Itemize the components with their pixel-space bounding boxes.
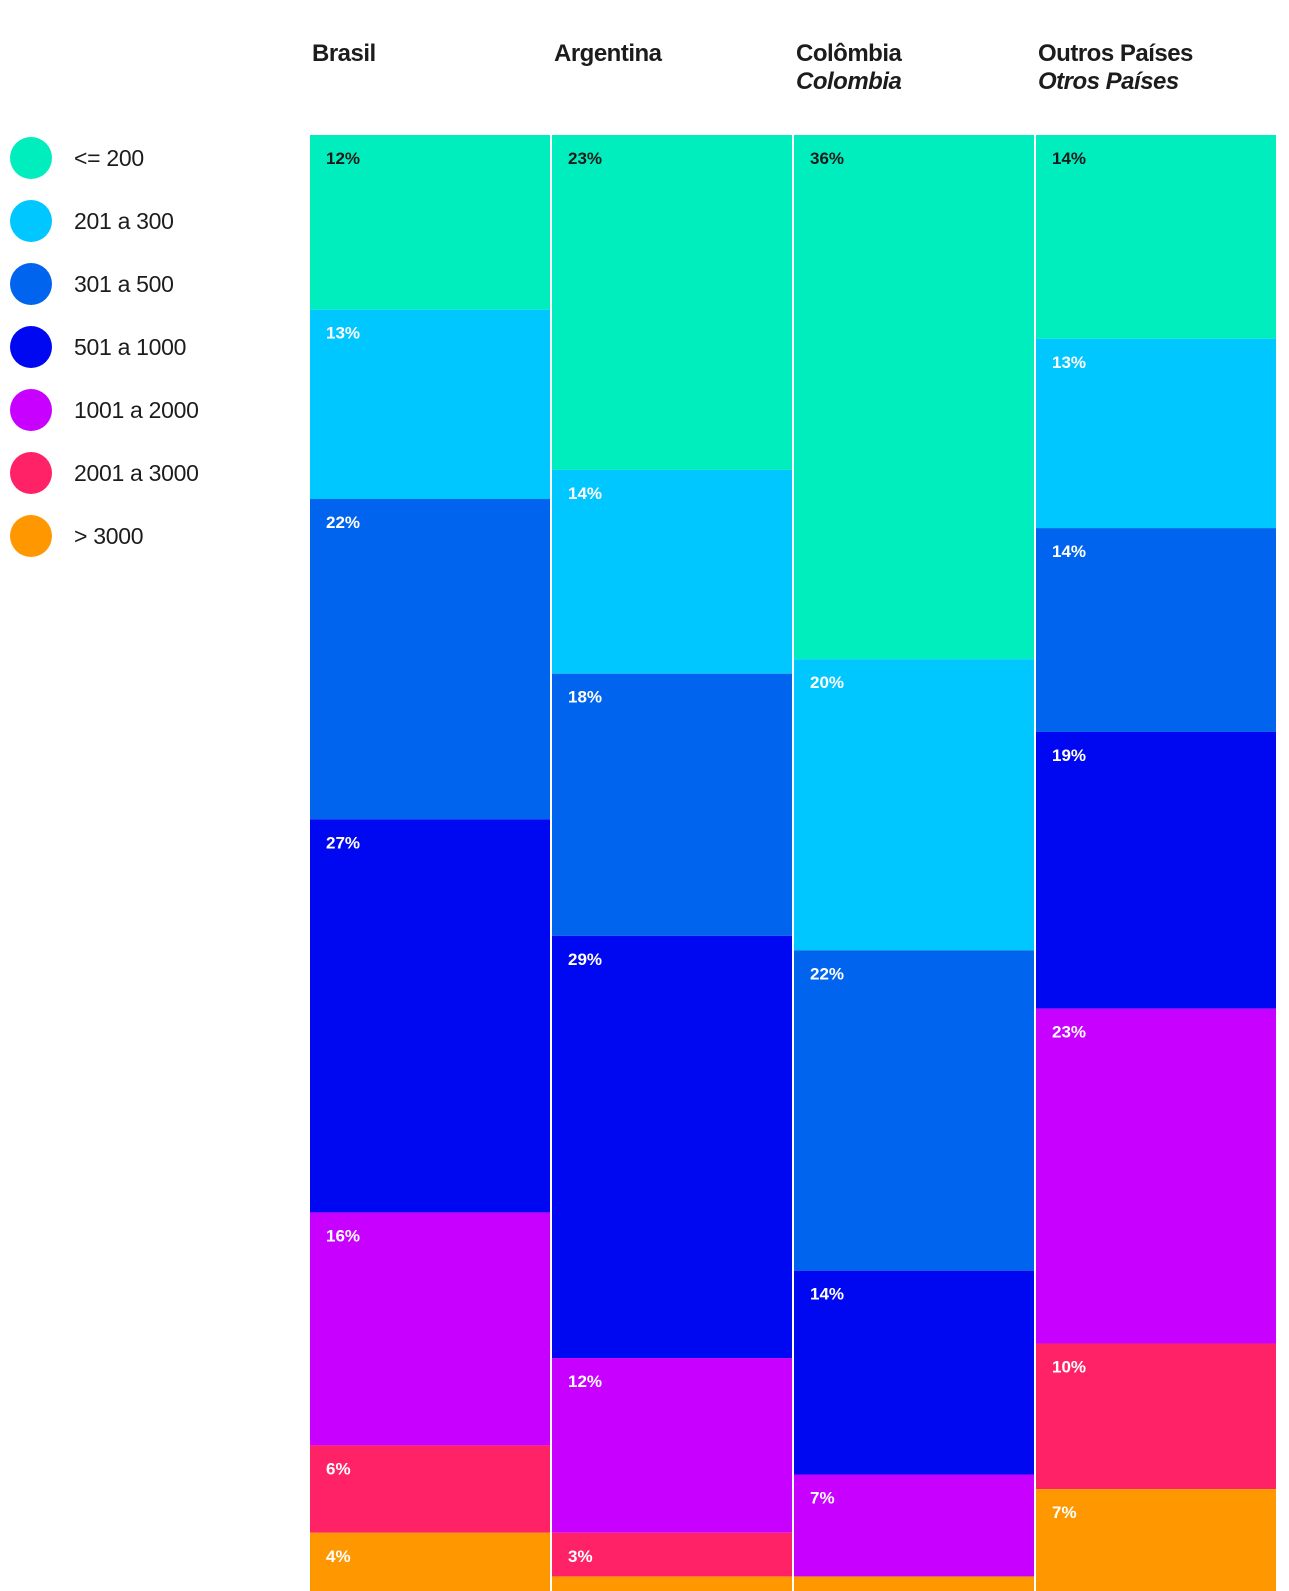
data-label: 14% <box>568 484 602 503</box>
data-label: 27% <box>326 833 360 852</box>
data-label: 14% <box>810 1285 844 1304</box>
bar-segment <box>794 950 1034 1271</box>
legend-label: 2001 a 3000 <box>74 459 199 486</box>
data-label: 36% <box>810 149 844 168</box>
legend-swatch <box>10 137 52 179</box>
legend-swatch <box>10 263 52 305</box>
bar-segment <box>794 1270 1034 1475</box>
data-label: 7% <box>1052 1503 1077 1522</box>
bar-segment <box>552 1532 792 1577</box>
bar-segment <box>310 135 550 310</box>
bar-segment <box>310 819 550 1213</box>
column-header-argentina: Argentina <box>554 40 794 68</box>
bar-segment <box>1036 1489 1276 1591</box>
bar-segment <box>1036 1343 1276 1490</box>
legend-item: > 3000 <box>10 514 144 558</box>
data-label: 22% <box>810 964 844 983</box>
bar-segment <box>794 659 1034 951</box>
legend-swatch <box>10 389 52 431</box>
data-label: 29% <box>568 950 602 969</box>
legend-label: > 3000 <box>74 522 144 549</box>
legend-item: <= 200 <box>10 136 144 180</box>
data-label: 23% <box>568 149 602 168</box>
data-label: 23% <box>1052 1023 1086 1042</box>
legend-swatch <box>10 200 52 242</box>
legend-label: <= 200 <box>74 144 144 171</box>
bar-segment <box>552 935 792 1359</box>
bar-segment <box>1036 528 1276 732</box>
legend-label: 301 a 500 <box>74 270 174 297</box>
column-header-colombia: Colômbia Colombia <box>796 40 1036 96</box>
bar-segment <box>1036 1008 1276 1344</box>
data-label: 19% <box>1052 746 1086 765</box>
legend-label: 1001 a 2000 <box>74 396 199 423</box>
legend-item: 301 a 500 <box>10 262 174 306</box>
column-header-brasil: Brasil <box>312 40 552 68</box>
data-label: 10% <box>1052 1357 1086 1376</box>
column-title: Brasil <box>312 40 376 67</box>
data-label: 7% <box>810 1489 835 1508</box>
bar-segment <box>794 1576 1034 1591</box>
column-header-outros-paises: Outros Países Otros Países <box>1038 40 1278 96</box>
bar-segment <box>552 135 792 470</box>
legend-item: 501 a 1000 <box>10 325 186 369</box>
bar-segment <box>552 1358 792 1533</box>
bar-segment <box>310 309 550 499</box>
column-subtitle: Colombia <box>796 68 902 95</box>
data-label: 12% <box>326 149 360 168</box>
bar-segment <box>310 1445 550 1533</box>
bar-segment <box>1036 135 1276 339</box>
column-title: Argentina <box>554 40 662 67</box>
data-label: 13% <box>326 324 360 343</box>
data-label: 22% <box>326 513 360 532</box>
data-label: 20% <box>810 673 844 692</box>
legend-swatch <box>10 326 52 368</box>
column-subtitle: Otros Países <box>1038 68 1179 95</box>
legend-label: 201 a 300 <box>74 207 174 234</box>
legend-swatch <box>10 452 52 494</box>
data-label: 13% <box>1052 353 1086 372</box>
bar-segment <box>1036 731 1276 1009</box>
bar-segment <box>310 499 550 820</box>
column-title: Colômbia <box>796 40 902 67</box>
data-label: 16% <box>326 1226 360 1245</box>
bar-segment <box>794 135 1034 660</box>
data-label: 18% <box>568 688 602 707</box>
legend-item: 1001 a 2000 <box>10 388 199 432</box>
legend-swatch <box>10 515 52 557</box>
column-title: Outros Países <box>1038 40 1193 67</box>
bar-segment <box>552 673 792 936</box>
bar-segment <box>310 1212 550 1446</box>
data-label: 3% <box>568 1547 593 1566</box>
data-label: 12% <box>568 1372 602 1391</box>
data-label: 14% <box>1052 149 1086 168</box>
legend-item: 2001 a 3000 <box>10 451 199 495</box>
bar-segment <box>1036 338 1276 529</box>
bar-segment <box>310 1532 550 1591</box>
legend-label: 501 a 1000 <box>74 333 187 360</box>
data-label: 14% <box>1052 542 1086 561</box>
data-label: 6% <box>326 1459 351 1478</box>
bar-segment <box>552 1576 792 1591</box>
bar-segment <box>794 1474 1034 1577</box>
legend-item: 201 a 300 <box>10 199 174 243</box>
data-label: 4% <box>326 1547 351 1566</box>
bar-segment <box>552 469 792 674</box>
